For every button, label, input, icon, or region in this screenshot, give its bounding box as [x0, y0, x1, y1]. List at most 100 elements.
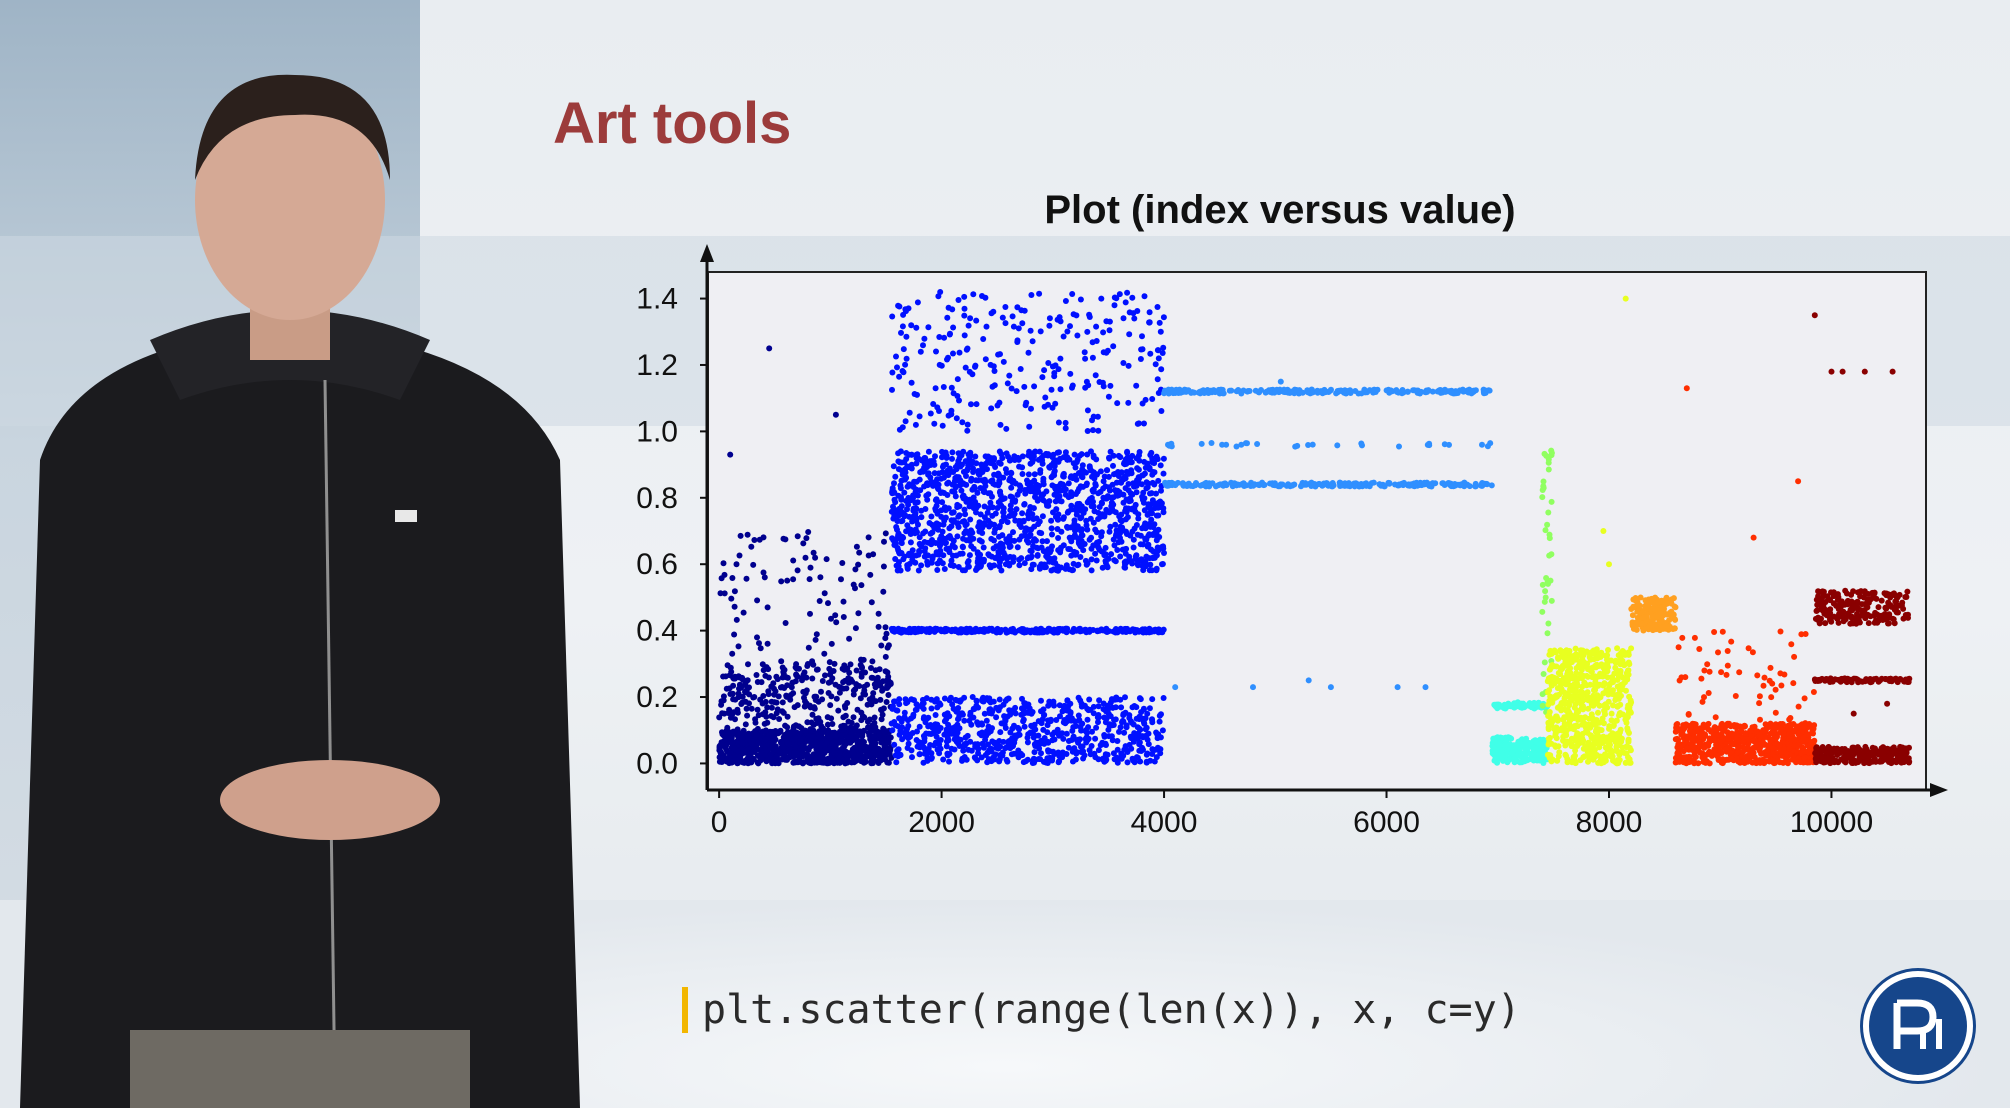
scatter-point: [794, 759, 801, 766]
scatter-point: [812, 554, 819, 561]
scatter-point: [891, 741, 898, 748]
scatter-point: [1013, 388, 1020, 395]
scatter-point: [991, 456, 997, 463]
scatter-point: [865, 534, 872, 541]
scatter-point: [1541, 598, 1548, 605]
scatter-point: [1093, 529, 1100, 536]
scatter-point: [1006, 372, 1013, 379]
scatter-point: [1095, 516, 1102, 522]
scatter-point: [1539, 702, 1546, 709]
scatter-point: [943, 738, 950, 745]
scatter-point: [936, 557, 943, 564]
scatter-point: [848, 719, 855, 726]
scatter-point: [1540, 671, 1547, 677]
scatter-point: [1155, 355, 1162, 362]
scatter-point: [1148, 449, 1155, 456]
scatter-point: [858, 755, 865, 762]
scatter-point: [1595, 709, 1601, 716]
scatter-point: [995, 470, 1002, 477]
scatter-point: [884, 759, 891, 766]
scatter-point: [920, 530, 927, 537]
scatter-point: [1002, 717, 1009, 724]
scatter-point: [927, 722, 934, 728]
scatter-point: [930, 401, 937, 407]
scatter-point: [935, 728, 942, 735]
scatter-point: [1539, 494, 1546, 501]
scatter-point: [941, 535, 948, 542]
scatter-point: [963, 756, 970, 763]
scatter-point: [998, 567, 1005, 574]
scatter-point: [882, 530, 889, 537]
scatter-point: [845, 675, 852, 682]
scatter-point: [952, 493, 959, 500]
scatter-point: [964, 467, 971, 474]
scatter-point: [1107, 382, 1114, 389]
scatter-point: [1093, 471, 1100, 478]
scatter-point: [760, 534, 767, 541]
scatter-point: [922, 719, 929, 726]
scatter-point: [893, 562, 900, 569]
scatter-point: [1123, 460, 1130, 467]
scatter-point: [1124, 514, 1131, 521]
scatter-point: [1413, 479, 1420, 486]
scatter-point: [1095, 543, 1101, 550]
scatter-point: [994, 742, 1001, 749]
scatter-point: [821, 650, 828, 657]
scatter-point: [1127, 495, 1133, 502]
scatter-point: [906, 409, 913, 416]
scatter-point: [1009, 313, 1016, 320]
scatter-point: [916, 548, 923, 555]
scatter-point: [1220, 390, 1227, 397]
scatter-point: [793, 729, 800, 736]
scatter-point: [790, 557, 797, 564]
scatter-point: [1026, 508, 1033, 515]
scatter-point: [1056, 449, 1062, 456]
scatter-point: [1387, 387, 1394, 394]
presenter-hair: [195, 74, 390, 180]
scatter-point: [733, 561, 740, 568]
scatter-point: [730, 682, 737, 689]
scatter-point: [762, 672, 769, 679]
scatter-point: [928, 705, 935, 712]
scatter-point: [1063, 751, 1070, 757]
scatter-point: [1028, 405, 1034, 412]
scatter-point: [1000, 358, 1007, 365]
scatter-point: [1043, 553, 1050, 560]
scatter-point: [995, 548, 1002, 555]
scatter-point: [855, 610, 862, 617]
scatter-point: [1002, 561, 1009, 568]
scatter-point: [1612, 664, 1619, 671]
scatter-point: [754, 634, 760, 641]
scatter-point: [979, 530, 986, 536]
scatter-point: [1031, 523, 1038, 530]
scatter-point: [1109, 722, 1116, 729]
scatter-point: [917, 348, 924, 355]
scatter-point: [1040, 478, 1047, 485]
scatter-point: [1007, 729, 1014, 736]
scatter-point: [938, 475, 945, 482]
scatter-point: [1084, 428, 1091, 434]
scatter-point: [743, 575, 750, 582]
scatter-point: [913, 324, 920, 331]
scatter-point: [860, 656, 867, 663]
scatter-point: [723, 742, 730, 748]
scatter-point: [1160, 314, 1167, 321]
scatter-point: [1078, 528, 1085, 535]
scatter-point: [880, 678, 886, 685]
scatter-point: [774, 676, 781, 683]
scatter-point: [1118, 478, 1125, 485]
scatter-point: [773, 753, 780, 760]
scatter-point: [961, 293, 968, 300]
scatter-point: [1015, 325, 1022, 332]
scatter-point: [1044, 628, 1051, 635]
scatter-point: [803, 535, 810, 542]
scatter-point: [1025, 349, 1032, 356]
scatter-point: [871, 740, 878, 747]
scatter-point: [748, 705, 755, 712]
scatter-point: [742, 721, 749, 728]
scatter-point: [1030, 516, 1037, 522]
plot-area: [707, 271, 1927, 791]
scatter-point: [841, 722, 848, 729]
scatter-point: [829, 721, 836, 727]
scatter-point: [1426, 442, 1433, 449]
